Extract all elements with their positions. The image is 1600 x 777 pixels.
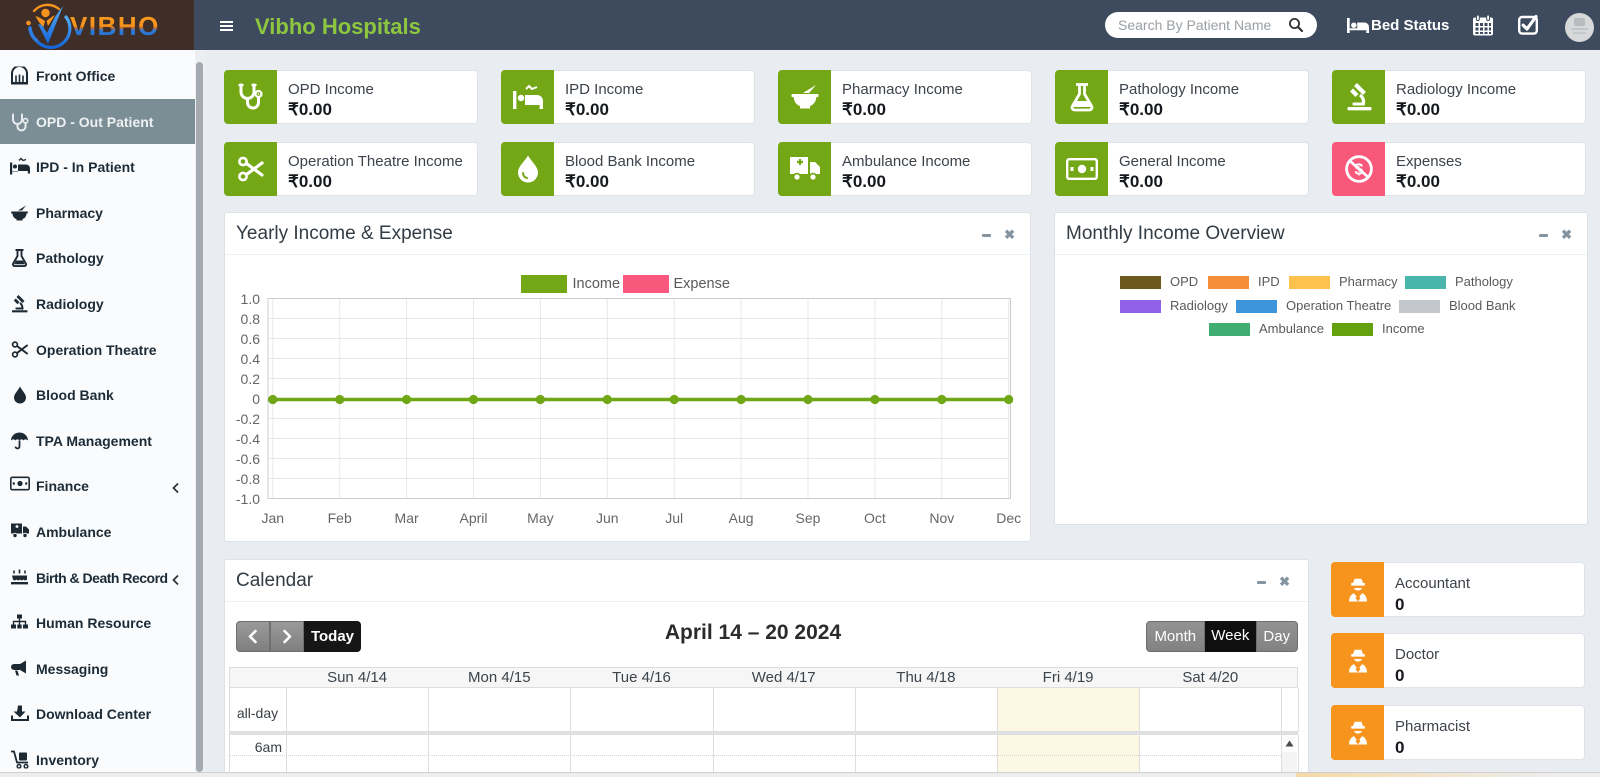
svg-text:VIBHO: VIBHO bbox=[70, 11, 160, 41]
